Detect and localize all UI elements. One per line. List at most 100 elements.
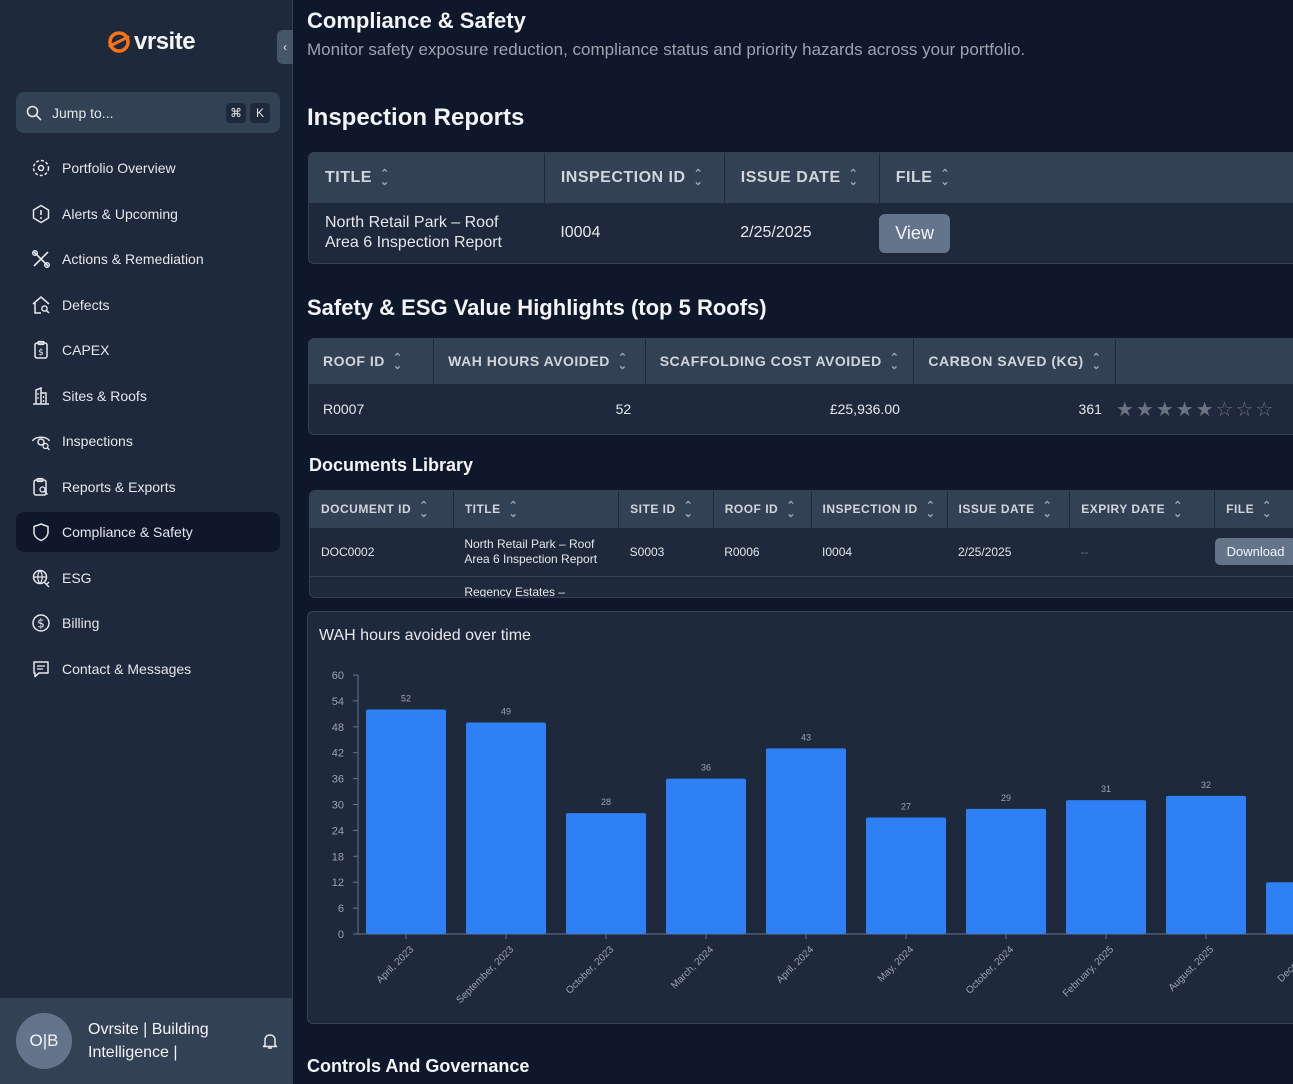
column-header-doc-inspection-id[interactable]: INSPECTION ID ⌃ ⌄ (811, 491, 948, 528)
sort-icon: ⌃ ⌄ (1091, 352, 1102, 373)
bar-data-label: 52 (401, 694, 411, 704)
sidebar-item-label: Sites & Roofs (62, 387, 147, 404)
sidebar-item-actions-remediation[interactable]: Actions & Remediation (16, 239, 280, 279)
view-report-button[interactable]: View (879, 213, 950, 253)
bar-data-label: 27 (901, 801, 911, 811)
tools-icon (30, 248, 52, 270)
column-header-title[interactable]: TITLE ⌃ ⌄ (309, 153, 545, 203)
bar-data-label: 43 (801, 732, 811, 742)
sidebar-item-label: Reports & Exports (62, 478, 176, 495)
user-profile[interactable]: O|B Ovrsite | Building Intelligence | (0, 998, 293, 1084)
column-header-document-id[interactable]: DOCUMENT ID ⌃ ⌄ (310, 491, 454, 528)
column-header-doc-file[interactable]: FILE ⌃ ⌄ (1214, 491, 1293, 528)
building-icon (30, 385, 52, 407)
bell-icon[interactable] (261, 1032, 279, 1050)
sidebar-item-capex[interactable]: $ CAPEX (16, 330, 280, 370)
bar-data-label: 49 (501, 706, 511, 716)
search-placeholder: Jump to... (52, 104, 114, 121)
x-tick-label: May, 2024 (876, 944, 917, 985)
x-tick-label: April, 2023 (375, 944, 417, 986)
y-tick-label: 0 (338, 929, 344, 941)
sort-icon: ⌃ ⌄ (683, 499, 694, 520)
chevron-left-icon: ‹ (283, 40, 287, 54)
cell-issue-date: 2/25/2025 (740, 224, 812, 241)
y-tick-label: 24 (332, 825, 344, 837)
sort-icon: ⌃ ⌄ (693, 167, 704, 188)
column-header-scaffolding-cost[interactable]: SCAFFOLDING COST AVOIDED ⌃ ⌄ (645, 339, 915, 384)
page-subtitle: Monitor safety exposure reduction, compl… (307, 40, 1026, 59)
column-header-file[interactable]: FILE ⌃ ⌄ (879, 153, 1293, 203)
sidebar-item-inspections[interactable]: Inspections (16, 421, 280, 461)
inspection-reports-heading: Inspection Reports (307, 104, 525, 131)
sidebar-item-sites-roofs[interactable]: Sites & Roofs (16, 376, 280, 416)
sort-icon: ⌃ ⌄ (1042, 499, 1053, 520)
documents-library-heading: Documents Library (309, 455, 474, 475)
column-header-inspection-id[interactable]: INSPECTION ID ⌃ ⌄ (544, 153, 725, 203)
sidebar-item-label: Portfolio Overview (62, 160, 176, 176)
table-row: DOC0002 North Retail Park – Roof Area 6 … (310, 528, 1293, 577)
y-tick-label: 54 (332, 696, 344, 708)
column-header-doc-title[interactable]: TITLE ⌃ ⌄ (453, 491, 620, 528)
cell-roof-id: R0007 (323, 401, 365, 417)
message-icon (30, 658, 52, 680)
brand-logo[interactable]: vrsite (106, 28, 196, 56)
chart-bar (1166, 795, 1246, 934)
sidebar-item-label: Billing (62, 615, 100, 631)
sort-icon: ⌃ ⌄ (889, 352, 900, 373)
column-header-issue-date[interactable]: ISSUE DATE ⌃ ⌄ (724, 153, 880, 203)
sidebar-item-defects[interactable]: Defects (16, 285, 280, 325)
cell-doc-title: North Retail Park – Roof Area 6 Inspecti… (453, 528, 619, 577)
chart-bar (366, 709, 446, 934)
sort-icon: ⌃ ⌄ (617, 352, 628, 373)
bar-data-label: 31 (1101, 784, 1111, 794)
cell-wah-hours: 52 (615, 401, 632, 417)
brand-name: vrsite (134, 28, 196, 55)
shortcut-cmd-key: ⌘ (226, 102, 246, 123)
sort-icon: ⌃ ⌄ (379, 167, 390, 188)
house-search-icon (30, 294, 52, 316)
highlights-heading: Safety & ESG Value Highlights (top 5 Roo… (307, 295, 767, 320)
page-title: Compliance & Safety (307, 8, 526, 33)
column-header-wah-hours[interactable]: WAH HOURS AVOIDED ⌃ ⌄ (433, 339, 646, 384)
sort-icon: ⌃ ⌄ (392, 352, 403, 373)
cell-document-id (310, 576, 454, 597)
sidebar-nav: Portfolio Overview Alerts & Upcoming Act… (16, 148, 280, 694)
download-button[interactable]: Download (1214, 538, 1293, 566)
column-header-roof-id[interactable]: ROOF ID ⌃ ⌄ (309, 339, 435, 384)
column-header-carbon-saved[interactable]: CARBON SAVED (KG) ⌃ ⌄ (913, 339, 1117, 384)
eye-icon (30, 157, 52, 179)
cell-doc-file: Download (1214, 528, 1293, 577)
sidebar-item-esg[interactable]: ESG (16, 558, 280, 598)
sidebar-item-label: CAPEX (62, 342, 110, 358)
sort-icon: ⌃ ⌄ (786, 499, 796, 520)
sidebar-item-compliance-safety[interactable]: Compliance & Safety (16, 512, 280, 552)
sidebar-item-reports-exports[interactable]: Reports & Exports (16, 467, 280, 507)
x-tick-label: October, 2023 (564, 944, 617, 997)
sidebar-item-portfolio-overview[interactable]: Portfolio Overview (16, 148, 280, 188)
sidebar-item-label: Inspections (62, 433, 133, 449)
collapse-sidebar-button[interactable]: ‹ (277, 30, 293, 64)
chart-bar (466, 722, 546, 934)
column-header-expiry-date[interactable]: EXPIRY DATE ⌃ ⌄ (1069, 491, 1216, 528)
logo-mark-icon (108, 31, 130, 53)
sidebar-item-label: Actions & Remediation (62, 251, 204, 267)
budget-icon: $ (30, 339, 52, 361)
sidebar: vrsite ‹ Jump to... ⌘ K Portfolio Overvi… (0, 0, 293, 1084)
x-tick-label: August, 2025 (1167, 944, 1217, 994)
sidebar-item-contact-messages[interactable]: Contact & Messages (16, 649, 280, 689)
sidebar-item-alerts-upcoming[interactable]: Alerts & Upcoming (16, 194, 280, 234)
bar-data-label: 36 (701, 763, 711, 773)
sidebar-item-label: Compliance & Safety (62, 524, 193, 540)
chart-bar (966, 808, 1046, 934)
y-tick-label: 12 (332, 877, 344, 889)
esg-icon (30, 567, 52, 589)
bar-data-label: 28 (601, 797, 611, 807)
column-header-doc-issue-date[interactable]: ISSUE DATE ⌃ ⌄ (947, 491, 1071, 528)
sidebar-item-label: ESG (62, 569, 92, 586)
column-header-site-id[interactable]: SITE ID ⌃ ⌄ (618, 491, 714, 528)
main-content: Compliance & Safety Monitor safety expos… (293, 0, 1293, 1084)
column-header-doc-roof-id[interactable]: ROOF ID ⌃ ⌄ (713, 491, 812, 528)
sidebar-item-billing[interactable]: $ Billing (16, 603, 280, 643)
sort-icon: ⌃ ⌄ (1173, 499, 1183, 520)
jump-to-search[interactable]: Jump to... ⌘ K (16, 92, 280, 133)
